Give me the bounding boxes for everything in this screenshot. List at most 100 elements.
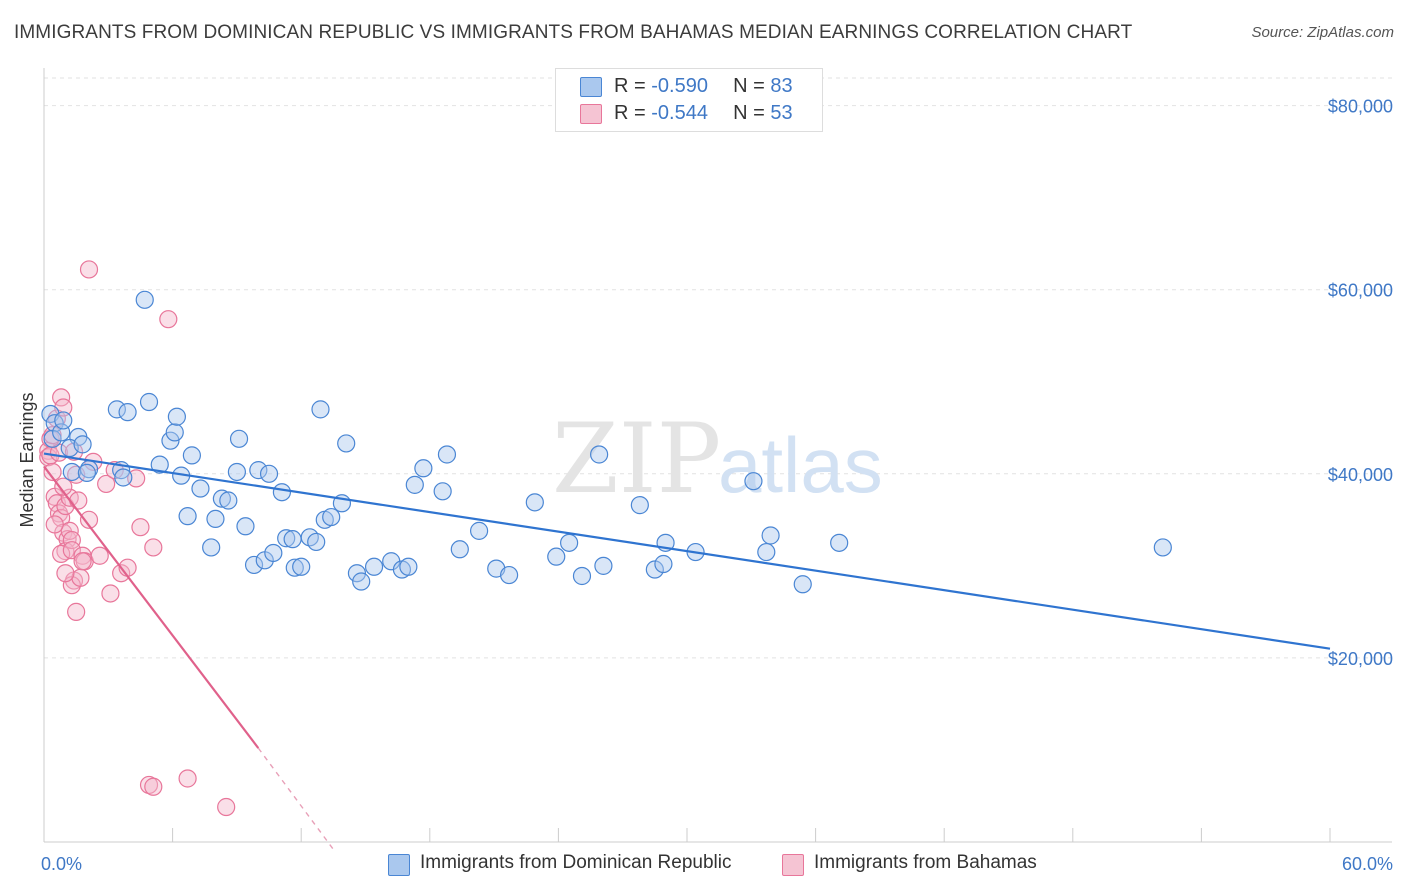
data-point-bahamas [73,552,92,571]
data-point-dominican [206,509,225,529]
data-point-dominican [793,575,812,594]
data-point-bahamas [101,584,120,603]
data-point-bahamas [144,538,163,557]
data-point-dominican [165,423,184,442]
data-point-dominican [830,533,849,552]
data-point-dominican [73,435,92,454]
data-point-dominican [249,461,268,480]
data-point-dominican [292,557,311,576]
data-point-dominican [630,496,649,515]
data-point-dominican [560,533,579,552]
data-point-dominican [219,491,238,510]
data-point-bahamas [62,541,81,560]
data-point-bahamas [56,564,75,583]
legend-r-label: R = [614,102,652,124]
data-point-bahamas [79,510,99,529]
data-point-dominican [307,532,326,552]
data-point-dominican [347,564,367,583]
legend-r-label: R = [614,75,652,97]
data-point-bahamas [67,602,86,621]
data-point-bahamas [159,310,178,329]
data-point-bahamas [79,260,99,279]
data-point-dominican [757,542,776,562]
data-point-dominican [272,483,292,502]
data-point-dominican [761,526,780,545]
data-point-dominican [236,517,255,536]
data-point-dominican [285,558,304,577]
series-bahamas-points [39,260,236,817]
data-point-dominican [212,489,231,508]
data-point-bahamas [62,530,81,550]
source-label: Source: ZipAtlas.com [1251,24,1394,41]
data-point-dominican [300,528,319,547]
data-point-bahamas [90,546,109,565]
data-point-dominican [244,555,264,575]
data-point-dominican [399,557,418,576]
bottom-legend-swatch-bahamas [782,854,804,876]
watermark: ZIP atlas [552,403,883,515]
tick-labels: $20,000 $40,000 $60,000 $80,000 0.0% 60.0% [41,97,1393,874]
data-point-dominican [139,392,159,412]
data-point-dominican [414,459,433,478]
x-tick-label-max: 60.0% [1342,854,1393,874]
y-tick-label: $40,000 [1328,465,1393,485]
data-point-bahamas [69,491,88,510]
data-point-dominican [283,530,302,549]
series-dominican-points [41,290,1172,594]
data-point-dominican [118,403,137,422]
data-point-dominican [337,434,356,453]
data-point-dominican [405,475,424,494]
y-tick-label: $80,000 [1328,97,1393,117]
data-point-dominican [229,429,249,448]
data-point-dominican [433,482,452,501]
data-point-bahamas [127,469,146,488]
data-point-bahamas [52,508,71,528]
y-tick-label: $20,000 [1328,649,1393,669]
data-point-dominican [62,462,81,482]
data-point-bahamas [45,515,64,534]
data-point-dominican [264,543,283,563]
watermark-zip: ZIP [552,403,721,515]
legend-n-value: 83 [770,75,793,97]
data-point-bahamas [71,568,90,587]
data-point-bahamas [178,769,197,788]
data-point-dominican [744,472,763,491]
data-point-dominican [437,445,457,464]
data-point-dominican [469,521,489,540]
data-point-dominican [191,479,210,498]
data-point-dominican [114,468,133,487]
data-point-dominican [202,538,221,557]
data-point-dominican [590,445,609,464]
data-point-dominican [150,455,169,474]
bottom-legend-swatch-dominican [388,854,410,876]
data-point-bahamas [131,518,150,537]
data-point-dominican [594,556,613,575]
data-point-dominican [54,411,73,430]
data-point-dominican [178,507,197,526]
data-point-dominican [107,400,126,419]
correlation-legend: R = -0.590 N = 83 R = -0.544 N = 53 [555,68,823,132]
trend-lines [43,452,1331,850]
legend-swatch-dominican [580,77,602,97]
trend-line-bahamas-extension [257,747,334,850]
bottom-legend-label-bahamas: Immigrants from Bahamas [814,852,1037,873]
legend-swatch-bahamas [580,104,602,124]
legend-n-value: 53 [770,102,793,124]
legend-n-label: N = [733,75,771,97]
data-point-dominican [77,463,96,482]
data-point-dominican [500,565,519,585]
data-point-dominican [277,529,296,548]
y-axis-title: Median Earnings [17,392,37,527]
data-point-dominican [227,462,246,482]
data-point-bahamas [54,477,73,496]
axes [43,68,1392,843]
data-point-dominican [364,557,384,576]
data-point-dominican [1153,538,1172,557]
data-point-dominican [352,572,371,591]
data-point-bahamas [52,544,71,563]
bottom-legend-label-dominican: Immigrants from Dominican Republic [420,852,732,873]
chart-title: IMMIGRANTS FROM DOMINICAN REPUBLIC VS IM… [14,22,1133,43]
data-point-dominican [311,400,330,419]
data-point-bahamas [217,797,236,817]
x-tick-label-min: 0.0% [41,854,82,874]
